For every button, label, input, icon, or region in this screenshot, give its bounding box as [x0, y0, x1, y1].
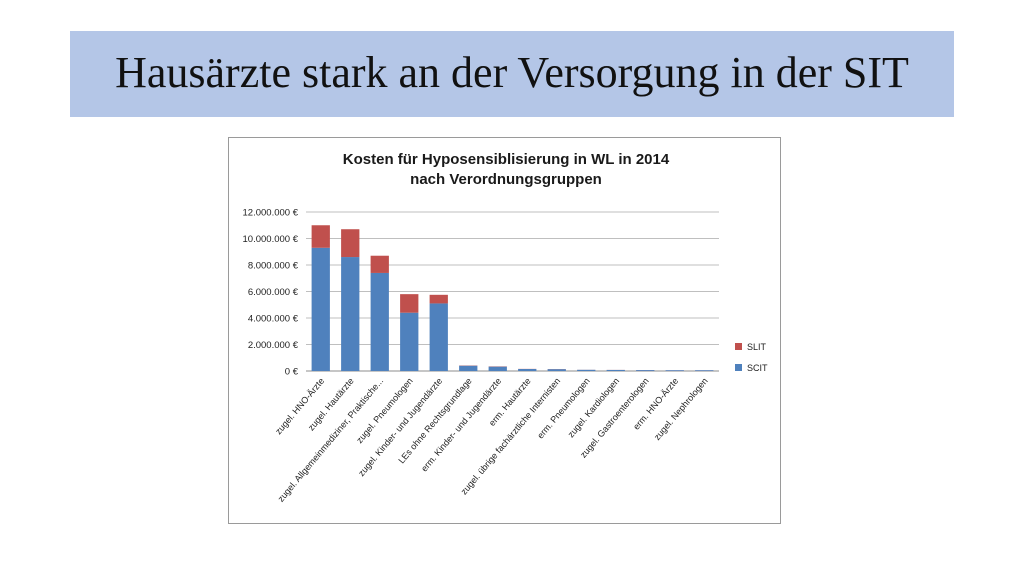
- bar-scit: [459, 365, 478, 371]
- bar-slit: [400, 294, 419, 313]
- x-tick-label: zugel. Allgemeinmediziner, Praktische...: [276, 376, 386, 504]
- bar-scit: [636, 370, 655, 371]
- y-tick-label: 4.000.000 €: [248, 314, 299, 325]
- bar-scit: [400, 312, 419, 371]
- bar-slit: [341, 229, 360, 258]
- bar-scit: [695, 370, 714, 371]
- x-tick-label: zugel. Nephrologen: [652, 376, 710, 442]
- bar-scit: [606, 369, 625, 371]
- y-tick-label: 6.000.000 €: [248, 287, 299, 298]
- bar-scit: [370, 272, 389, 371]
- bar-scit: [665, 370, 684, 371]
- legend-label: SLIT: [747, 342, 767, 352]
- bar-scit: [488, 366, 507, 371]
- chart: Kosten für Hyposensiblisierung in WL in …: [243, 151, 768, 504]
- chart-title-line: Kosten für Hyposensiblisierung in WL in …: [343, 151, 670, 168]
- bar-slit: [370, 255, 389, 273]
- bar-slit: [429, 294, 448, 304]
- bar-scit: [341, 257, 360, 371]
- bar-scit: [429, 303, 448, 371]
- slide-title: Hausärzte stark an der Versorgung in der…: [115, 48, 909, 97]
- bar-scit: [518, 369, 537, 371]
- bar-scit: [311, 247, 330, 371]
- legend-swatch: [735, 364, 742, 371]
- bar-slit: [311, 225, 330, 248]
- y-tick-label: 8.000.000 €: [248, 261, 299, 272]
- x-tick-label: erm. Pneumologen: [535, 376, 592, 441]
- legend-label: SCIT: [747, 363, 768, 373]
- chart-title-line: nach Verordnungsgruppen: [410, 171, 602, 188]
- y-tick-label: 0 €: [285, 367, 299, 378]
- y-tick-label: 12.000.000 €: [243, 208, 299, 219]
- legend-swatch: [735, 343, 742, 350]
- y-tick-label: 2.000.000 €: [248, 340, 299, 351]
- x-tick-label: zugel. Kardiologen: [566, 376, 622, 440]
- x-tick-label: zugel. HNO-Ärzte: [273, 376, 326, 436]
- y-tick-label: 10.000.000 €: [243, 234, 299, 245]
- bar-scit: [547, 369, 566, 371]
- slide-title-band: Hausärzte stark an der Versorgung in der…: [70, 31, 954, 117]
- chart-frame: Kosten für Hyposensiblisierung in WL in …: [228, 137, 781, 524]
- bar-scit: [577, 369, 596, 371]
- x-tick-label: zugel. Pneumologen: [354, 376, 414, 445]
